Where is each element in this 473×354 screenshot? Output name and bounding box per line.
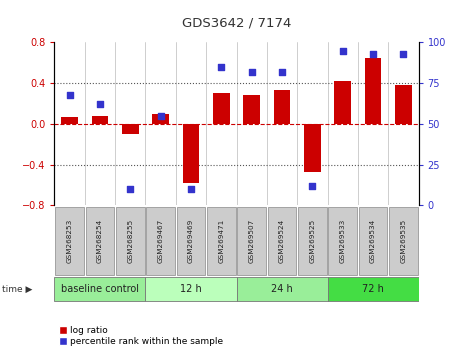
Text: GSM268254: GSM268254 — [97, 218, 103, 263]
FancyBboxPatch shape — [328, 207, 357, 275]
Bar — [334, 81, 351, 124]
Point — [218, 64, 225, 70]
Text: GSM269524: GSM269524 — [279, 218, 285, 263]
FancyBboxPatch shape — [327, 278, 419, 301]
Bar — [61, 117, 78, 124]
Point — [157, 113, 165, 119]
Point — [278, 69, 286, 75]
Bar — [304, 124, 321, 172]
FancyBboxPatch shape — [146, 207, 175, 275]
Text: GSM269534: GSM269534 — [370, 218, 376, 263]
Text: GSM269535: GSM269535 — [401, 218, 406, 263]
Bar — [183, 124, 199, 183]
Bar — [122, 124, 139, 134]
Bar — [243, 96, 260, 124]
Text: GSM269533: GSM269533 — [340, 218, 346, 263]
FancyBboxPatch shape — [236, 278, 327, 301]
FancyBboxPatch shape — [116, 207, 145, 275]
Point — [187, 186, 195, 192]
Point — [308, 183, 316, 189]
Text: GDS3642 / 7174: GDS3642 / 7174 — [182, 17, 291, 29]
FancyBboxPatch shape — [207, 207, 236, 275]
Text: GSM269525: GSM269525 — [309, 218, 315, 263]
Legend: log ratio, percentile rank within the sample: log ratio, percentile rank within the sa… — [59, 326, 223, 346]
Point — [400, 51, 407, 57]
FancyBboxPatch shape — [298, 207, 327, 275]
Point — [369, 51, 377, 57]
FancyBboxPatch shape — [55, 207, 84, 275]
Text: GSM269467: GSM269467 — [158, 218, 164, 263]
FancyBboxPatch shape — [268, 207, 296, 275]
FancyBboxPatch shape — [359, 207, 387, 275]
FancyBboxPatch shape — [177, 207, 205, 275]
Point — [126, 186, 134, 192]
FancyBboxPatch shape — [389, 207, 418, 275]
FancyBboxPatch shape — [145, 278, 236, 301]
Bar — [152, 114, 169, 124]
Text: 24 h: 24 h — [271, 284, 293, 295]
Point — [96, 102, 104, 107]
Text: GSM268253: GSM268253 — [67, 218, 72, 263]
Text: 12 h: 12 h — [180, 284, 202, 295]
Text: baseline control: baseline control — [61, 284, 139, 295]
FancyBboxPatch shape — [86, 207, 114, 275]
Point — [66, 92, 73, 97]
Point — [248, 69, 255, 75]
Text: time ▶: time ▶ — [2, 285, 33, 294]
FancyBboxPatch shape — [54, 278, 145, 301]
Bar — [365, 58, 381, 124]
Bar — [274, 90, 290, 124]
Bar — [92, 116, 108, 124]
Bar — [395, 85, 412, 124]
Point — [339, 48, 347, 53]
FancyBboxPatch shape — [237, 207, 266, 275]
Text: 72 h: 72 h — [362, 284, 384, 295]
Bar — [213, 93, 230, 124]
Text: GSM269507: GSM269507 — [249, 218, 254, 263]
Text: GSM269471: GSM269471 — [219, 218, 224, 263]
Text: GSM269469: GSM269469 — [188, 218, 194, 263]
Text: GSM268255: GSM268255 — [127, 218, 133, 263]
